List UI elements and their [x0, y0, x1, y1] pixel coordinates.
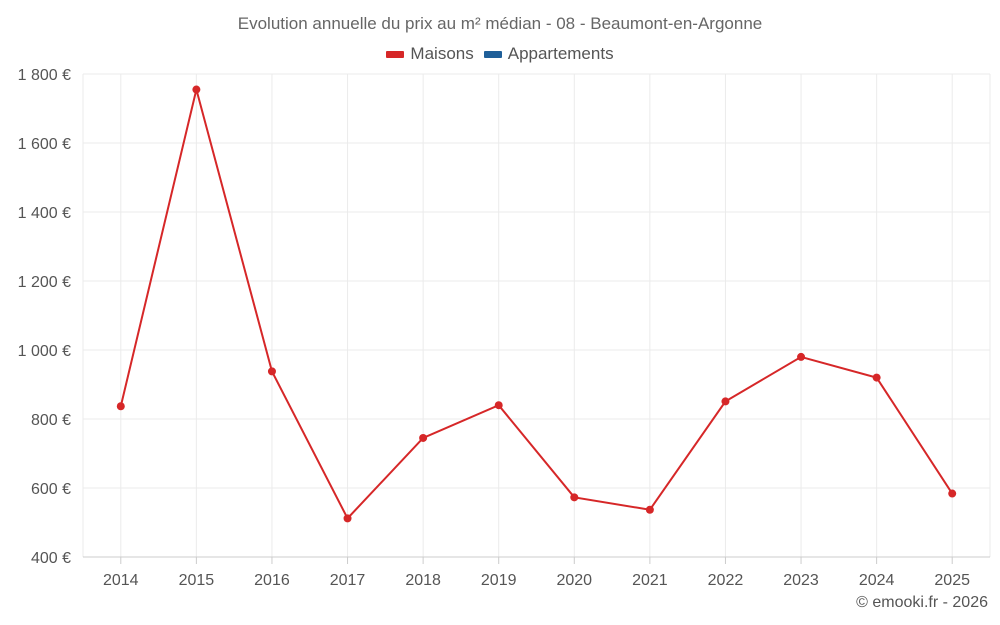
legend-item-maisons[interactable]: Maisons [386, 44, 474, 64]
y-tick-label: 400 € [31, 550, 71, 567]
x-tick-label: 2023 [783, 572, 819, 589]
data-point [721, 397, 730, 406]
y-tick-label: 600 € [31, 481, 71, 498]
data-point [419, 433, 428, 442]
y-tick-label: 1 200 € [18, 274, 71, 291]
y-tick-label: 1 000 € [18, 343, 71, 360]
x-tick-label: 2016 [254, 572, 290, 589]
data-point [797, 352, 806, 361]
legend-label-appartements: Appartements [507, 44, 614, 63]
legend-swatch-maisons [386, 50, 405, 58]
x-tick-label: 2014 [103, 572, 139, 589]
data-point [343, 514, 352, 523]
credit-text: © emooki.fr - 2026 [856, 594, 988, 611]
data-point [192, 85, 201, 94]
data-point [570, 493, 579, 502]
x-tick-label: 2015 [179, 572, 215, 589]
legend-label-maisons: Maisons [410, 44, 474, 63]
chart-title: Evolution annuelle du prix au m² médian … [237, 14, 763, 33]
chart-legend: Maisons Appartements [0, 44, 1000, 64]
y-tick-label: 1 800 € [18, 67, 71, 84]
y-tick-label: 1 400 € [18, 205, 71, 222]
data-point [116, 402, 125, 411]
data-point [645, 505, 654, 514]
data-point [267, 367, 276, 376]
x-tick-label: 2025 [934, 572, 970, 589]
x-tick-label: 2020 [556, 572, 592, 589]
y-tick-label: 1 600 € [18, 136, 71, 153]
series-line-maisons [119, 89, 954, 521]
x-tick-label: 2017 [330, 572, 366, 589]
data-point [948, 489, 957, 498]
legend-swatch-appartements [483, 50, 502, 58]
y-tick-label: 800 € [31, 412, 71, 429]
data-point [494, 401, 503, 410]
x-tick-label: 2019 [481, 572, 517, 589]
x-tick-label: 2024 [859, 572, 895, 589]
x-tick-label: 2018 [405, 572, 441, 589]
legend-item-appartements[interactable]: Appartements [483, 44, 614, 64]
x-tick-label: 2021 [632, 572, 668, 589]
x-tick-label: 2022 [708, 572, 744, 589]
data-point [872, 373, 881, 382]
